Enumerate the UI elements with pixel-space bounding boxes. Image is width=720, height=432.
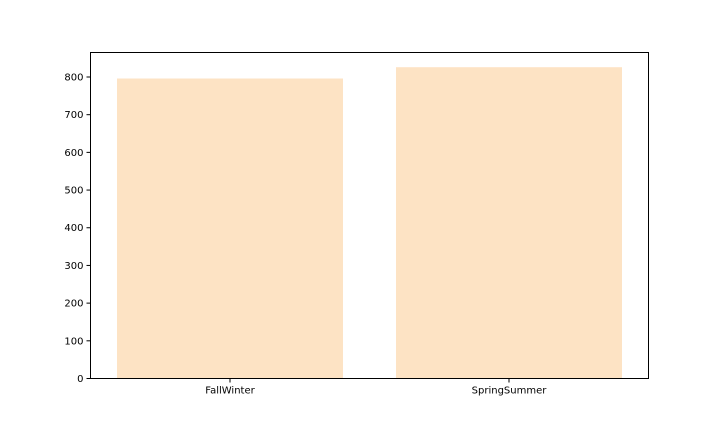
plot-frame: [90, 52, 649, 379]
y-tick-label: 600: [64, 148, 83, 159]
x-axis: FallWinter SpringSummer: [205, 378, 548, 397]
y-tick-label: 800: [64, 72, 83, 83]
y-tick-label: 500: [64, 186, 83, 197]
y-tick-label: 0: [77, 374, 83, 385]
bars-group: [117, 67, 622, 379]
y-tick-label: 400: [64, 223, 83, 234]
bar-springsummer: [396, 67, 622, 379]
y-tick-label: 700: [64, 110, 83, 121]
x-tick-label: FallWinter: [205, 386, 255, 397]
y-tick-label: 300: [64, 261, 83, 272]
y-axis: 0 100 200 300 400 500 600 700 800: [64, 72, 91, 385]
bar-fallwinter: [117, 78, 343, 379]
y-tick-label: 200: [64, 299, 83, 310]
y-tick-label: 100: [64, 336, 83, 347]
x-tick-label: SpringSummer: [472, 386, 548, 397]
